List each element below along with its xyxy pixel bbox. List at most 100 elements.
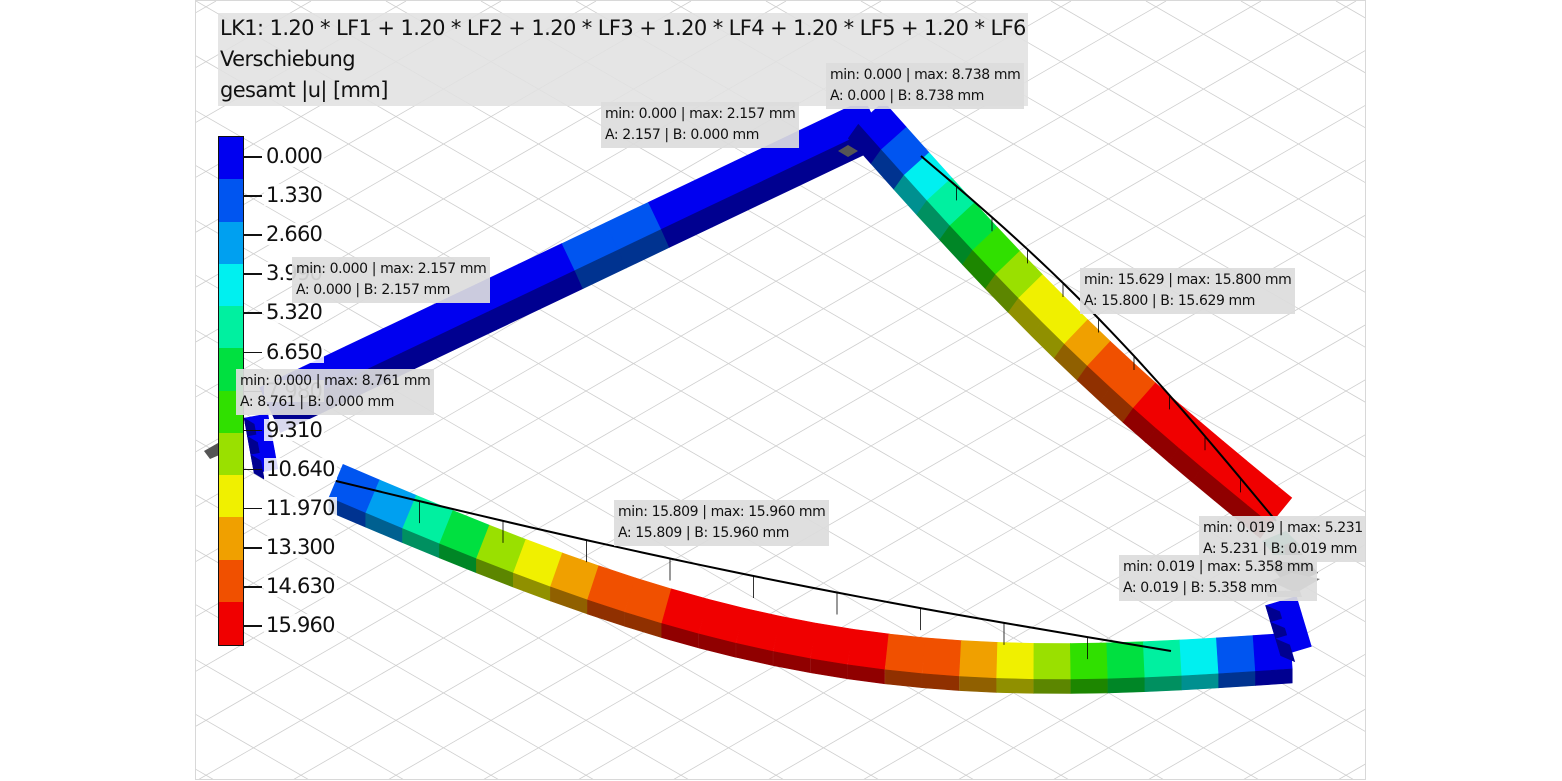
legend-value-label: 6.650 [264,339,325,364]
apex-support-icon [838,145,858,157]
grid-line [196,768,214,779]
info-line: A: 0.000 | B: 8.738 mm [830,88,984,104]
legend-tick [244,234,262,236]
grid-line [1338,763,1365,779]
info-box-column-upper: min: 0.019 | max: 5.231 mm A: 5.231 | B:… [1199,516,1365,562]
grid-line [196,50,1365,727]
legend-tick [244,195,262,197]
member-segment-top [884,633,926,674]
member-segment-side [1181,673,1219,691]
grid-line [860,1,1365,293]
member-segment-top [847,628,890,671]
info-box-right-member: min: 15.629 | max: 15.800 mm A: 15.800 |… [1080,268,1296,314]
info-line: min: 0.000 | max: 2.157 mm [296,261,487,277]
legend-tick [244,312,262,314]
info-box-bottom-member: min: 15.809 | max: 15.960 mm A: 15.809 |… [614,500,830,546]
member-segment-side [773,651,811,674]
grid-line [293,160,1365,779]
info-line: min: 0.000 | max: 8.738 mm [830,67,1021,83]
info-line: min: 15.809 | max: 15.960 mm [618,504,826,520]
member-right-column [1265,596,1312,663]
info-box-top-member: min: 0.000 | max: 2.157 mm A: 2.157 | B:… [601,102,800,148]
info-box-column-lower: min: 0.019 | max: 5.358 mm A: 0.019 | B:… [1119,555,1318,601]
grid-line [196,439,784,779]
legend-tick [244,586,262,588]
grid-line [196,1,1262,617]
info-line: A: 0.019 | B: 5.358 mm [1123,580,1277,596]
member-segment-top [1216,635,1256,675]
grid-line [196,1,502,178]
legend-value-label: 11.970 [264,495,337,520]
grid-line [196,1,217,14]
member-segment-top [1106,641,1145,680]
legend-color-step [219,179,243,222]
member-segment-top [810,622,854,666]
grid-line [196,1,1167,562]
legend-tick [244,468,262,471]
legend-value-label: 9.310 [264,417,325,442]
load-combination-label: LK1: 1.20 * LF1 + 1.20 * LF2 + 1.20 * LF… [220,16,1026,40]
info-line: min: 0.019 | max: 5.231 mm [1203,520,1365,536]
info-line: A: 2.157 | B: 0.000 mm [605,127,759,143]
legend-value-label: 5.320 [264,300,325,325]
member-top-right [847,101,1293,539]
legend-value-label: 15.960 [264,613,337,638]
grid-line [1335,1,1365,19]
member-segment-top [921,637,963,677]
member-segment-side [847,664,885,685]
legend-color-step [219,221,243,265]
member-segment-side [1255,668,1293,686]
member-segment-side [624,611,662,638]
member-segment-side [959,676,997,693]
member-segment-side [996,678,1034,694]
member-segment-side [661,623,699,649]
model-scene[interactable] [196,1,1366,780]
member-segment-side [1144,675,1182,692]
member-bottom [328,464,1293,694]
info-line: min: 15.629 | max: 15.800 mm [1084,272,1292,288]
grid-line [955,1,1365,238]
legend-tick [244,429,262,432]
deformed-members [243,99,1312,694]
info-box-left-corner: min: 0.000 | max: 8.761 mm A: 8.761 | B:… [236,369,435,415]
grid-line [196,1,787,343]
deformed-shape-line [335,155,1277,660]
member-segment-side [1070,678,1108,694]
legend-tick [244,625,262,627]
legend-tick [244,507,262,510]
legend-tick [244,547,262,549]
info-line: min: 0.000 | max: 2.157 mm [605,106,796,122]
legend-color-step [219,432,243,476]
info-line: min: 0.000 | max: 8.761 mm [240,373,431,389]
grid-line [196,1,597,233]
member-segment-top [1033,643,1071,680]
info-line: A: 5.231 | B: 0.019 mm [1203,541,1357,557]
grid-line [196,1,1357,672]
grid-line [765,1,1365,348]
grid-line [196,604,499,779]
info-line: A: 8.761 | B: 0.000 mm [240,394,394,410]
legend-color-step [219,559,243,603]
member-segment-side [1033,679,1071,694]
info-line: A: 15.809 | B: 15.960 mm [618,525,789,541]
member-segment-top [1142,639,1182,678]
info-line: min: 0.019 | max: 5.358 mm [1123,559,1314,575]
model-viewport[interactable]: LK1: 1.20 * LF1 + 1.20 * LF2 + 1.20 * LF… [195,0,1366,780]
member-segment-side [884,669,923,688]
member-segment-side [735,642,774,666]
member-segment-side [922,673,960,691]
legend-tick [244,273,262,275]
member-segment-side [698,633,736,658]
member-segment-side [810,658,848,680]
info-line: A: 0.000 | B: 2.157 mm [296,282,450,298]
legend-color-step [219,263,243,307]
legend-color-step [219,517,243,560]
member-segment-top [1179,637,1219,677]
member-segment-side [587,599,625,627]
legend-value-label: 13.300 [264,535,337,559]
grid-line [1050,1,1365,183]
result-component-label: gesamt |u| [mm] [220,78,388,102]
member-segment-side [1107,677,1145,694]
info-box-apex-right: min: 0.000 | max: 8.738 mm A: 0.000 | B:… [826,63,1025,109]
legend-tick [244,351,262,353]
